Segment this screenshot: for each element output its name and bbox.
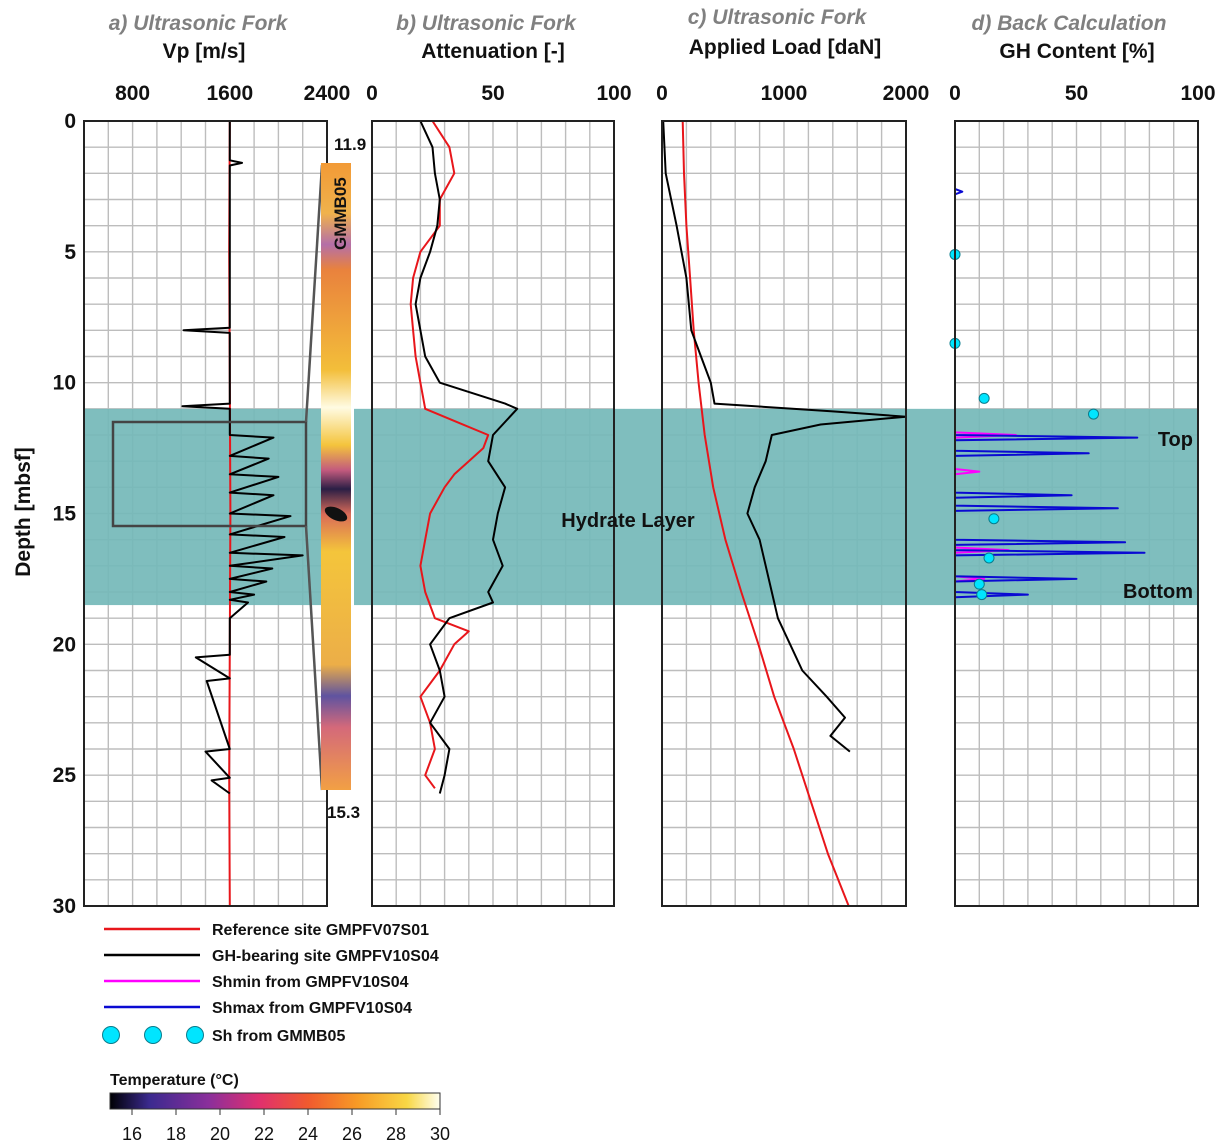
panel-c-xtick-0: 0 [656, 82, 668, 105]
panel-d-point-2 [978, 392, 990, 404]
panel-d-xtick-1: 50 [1065, 82, 1088, 105]
ytick-0: 0 [64, 110, 76, 133]
ytick-4: 20 [53, 633, 76, 656]
series-layer [181, 120, 1146, 907]
colorbar-ticks: 16 18 20 22 24 26 28 30 [122, 1109, 450, 1144]
panel-c-xlabel: Applied Load [daN] [689, 36, 882, 59]
panel-c-series-1 [662, 120, 907, 753]
core-bottom-label: 15.3 [327, 803, 360, 822]
hydrate-layer-label: Hydrate Layer [561, 510, 695, 532]
ytick-3: 15 [53, 503, 77, 526]
legend-marker-sh-1 [102, 1026, 120, 1044]
ytick-1: 5 [64, 241, 76, 264]
panel-b-xtick-1: 50 [481, 82, 504, 105]
panel-c-xtick-1: 1000 [761, 82, 808, 105]
legend-label-reference: Reference site GMPFV07S01 [212, 922, 429, 939]
panel-d-point-5 [983, 552, 995, 564]
zoom-box [111, 420, 308, 528]
zoom-connector-bottom [304, 525, 324, 791]
panel-b-xlabel: Attenuation [-] [421, 40, 564, 63]
legend-marker-sh-3 [186, 1026, 204, 1044]
hydrate-top-label: Top [1158, 429, 1193, 451]
panel-c-title: c) Ultrasonic Fork [688, 6, 868, 29]
hydrate-bottom-label: Bottom [1123, 581, 1193, 603]
colorbar-tick-2: 20 [210, 1124, 230, 1144]
panel-d-frame [954, 120, 1199, 907]
panel-d-series-1 [954, 121, 1146, 789]
panel-d-point-3 [1088, 408, 1100, 420]
panel-d-title: d) Back Calculation [972, 12, 1167, 35]
legend-label-gh-bearing: GH-bearing site GMPFV10S04 [212, 948, 439, 965]
colorbar-tick-6: 28 [386, 1124, 406, 1144]
panel-b-title: b) Ultrasonic Fork [396, 12, 577, 35]
panel-c-frame [661, 120, 907, 907]
y-axis-label: Depth [mbsf] [12, 447, 35, 577]
colorbar-tick-0: 16 [122, 1124, 142, 1144]
panel-a-xtick-2: 2400 [304, 82, 351, 105]
panel-d-point-4 [988, 513, 1000, 525]
colorbar-tick-1: 18 [166, 1124, 186, 1144]
colorbar-tick-4: 24 [298, 1124, 318, 1144]
legend-label-sh: Sh from GMMB05 [212, 1028, 345, 1045]
panel-a-title: a) Ultrasonic Fork [109, 12, 289, 35]
panel-d-xlabel: GH Content [%] [999, 40, 1154, 63]
ytick-5: 25 [53, 764, 77, 787]
colorbar-tick-5: 26 [342, 1124, 362, 1144]
zoom-connector-top [304, 164, 324, 423]
legend-label-shmax: Shmax from GMPFV10S04 [212, 1000, 412, 1017]
ytick-6: 30 [53, 895, 76, 918]
panel-d-point-7 [976, 589, 988, 601]
core-id-label: GMMB05 [331, 177, 350, 250]
panel-c-series-0 [681, 120, 850, 907]
tick-labels: 800 1600 2400 0 50 100 0 1000 2000 0 50 10005101520… [53, 82, 1216, 918]
legend-label-shmin: Shmin from GMPFV10S04 [212, 974, 409, 991]
panel-d-xtick-0: 0 [949, 82, 961, 105]
panel-b-frame [371, 120, 615, 907]
panel-a-xlabel: Vp [m/s] [163, 40, 246, 63]
ytick-2: 10 [53, 372, 76, 395]
panel-d-xtick-2: 100 [1180, 82, 1215, 105]
colorbar-tick-7: 30 [430, 1124, 450, 1144]
core-image [321, 163, 351, 790]
core-top-label: 11.9 [334, 135, 366, 154]
colorbar-tick-3: 22 [254, 1124, 274, 1144]
panel-a-xtick-0: 800 [115, 82, 150, 105]
panel-d-point-6 [973, 578, 985, 590]
panel-c-xtick-2: 2000 [883, 82, 930, 105]
panel-b-xtick-2: 100 [596, 82, 631, 105]
panel-a-xtick-1: 1600 [206, 82, 253, 105]
legend: Reference site GMPFV07S01 GH-bearing sit… [102, 922, 439, 1045]
panel-b-series-1 [414, 120, 519, 794]
colorbar-label: Temperature (°C) [110, 1072, 239, 1089]
colorbar: Temperature (°C) 16 18 20 22 24 26 28 30 [109, 1072, 450, 1144]
panel-b-xtick-0: 0 [366, 82, 378, 105]
core-dark-spot [324, 506, 348, 522]
hydrate-band-0 [84, 408, 327, 606]
colorbar-gradient [109, 1092, 441, 1110]
legend-marker-sh-2 [144, 1026, 162, 1044]
